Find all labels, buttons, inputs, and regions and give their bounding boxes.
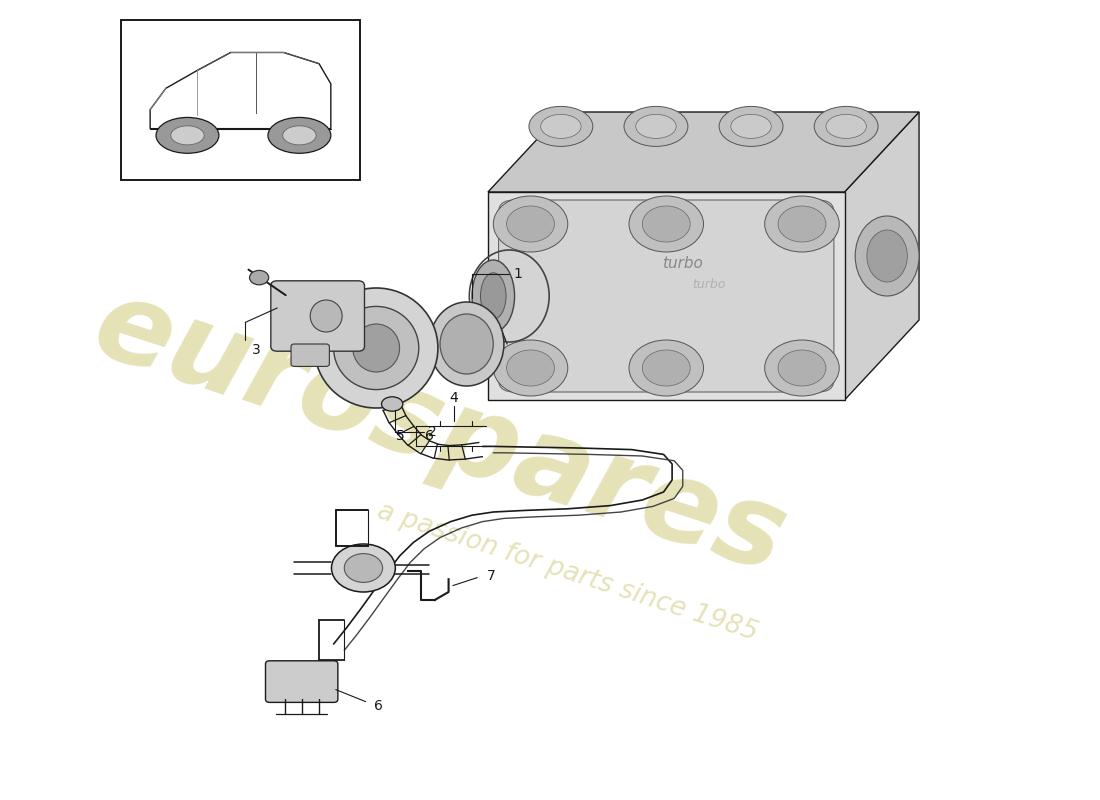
Ellipse shape [507,350,554,386]
Ellipse shape [170,126,205,145]
FancyBboxPatch shape [292,344,329,366]
Ellipse shape [642,206,690,242]
Ellipse shape [382,397,403,411]
Ellipse shape [778,206,826,242]
Text: 4: 4 [450,391,459,406]
Bar [121,20,360,180]
Ellipse shape [629,340,704,396]
Ellipse shape [764,196,839,252]
Ellipse shape [826,114,867,138]
Ellipse shape [529,106,593,146]
Ellipse shape [719,106,783,146]
Text: a passion for parts since 1985: a passion for parts since 1985 [374,498,761,646]
Text: 1: 1 [514,266,522,281]
Ellipse shape [636,114,676,138]
Text: turbo: turbo [692,278,726,290]
Polygon shape [150,53,331,129]
Ellipse shape [493,196,568,252]
Ellipse shape [440,314,493,374]
Ellipse shape [310,300,342,332]
Ellipse shape [778,350,826,386]
Circle shape [331,544,395,592]
Circle shape [250,270,268,285]
Ellipse shape [353,324,399,372]
Ellipse shape [493,340,568,396]
Polygon shape [488,192,845,400]
Text: 7: 7 [487,569,495,583]
Ellipse shape [429,302,504,386]
Ellipse shape [642,350,690,386]
Ellipse shape [283,126,316,145]
Ellipse shape [540,114,581,138]
Text: 3: 3 [252,342,261,357]
Ellipse shape [764,340,839,396]
Ellipse shape [624,106,688,146]
FancyBboxPatch shape [498,200,834,392]
Polygon shape [488,112,918,192]
Ellipse shape [814,106,878,146]
Text: 6: 6 [374,698,383,713]
Ellipse shape [855,216,918,296]
Ellipse shape [315,288,438,408]
Circle shape [344,554,383,582]
Ellipse shape [268,118,331,154]
Text: eurospares: eurospares [80,268,800,596]
Text: turbo: turbo [662,257,703,271]
Text: 6: 6 [425,429,433,443]
FancyBboxPatch shape [271,281,364,351]
Ellipse shape [333,306,419,390]
Ellipse shape [156,118,219,154]
Ellipse shape [481,273,506,319]
Polygon shape [845,112,918,400]
Ellipse shape [867,230,908,282]
Ellipse shape [629,196,704,252]
Ellipse shape [730,114,771,138]
FancyBboxPatch shape [265,661,338,702]
Ellipse shape [507,206,554,242]
Text: 5: 5 [396,429,405,443]
Ellipse shape [472,260,515,332]
Text: 2: 2 [428,425,437,439]
